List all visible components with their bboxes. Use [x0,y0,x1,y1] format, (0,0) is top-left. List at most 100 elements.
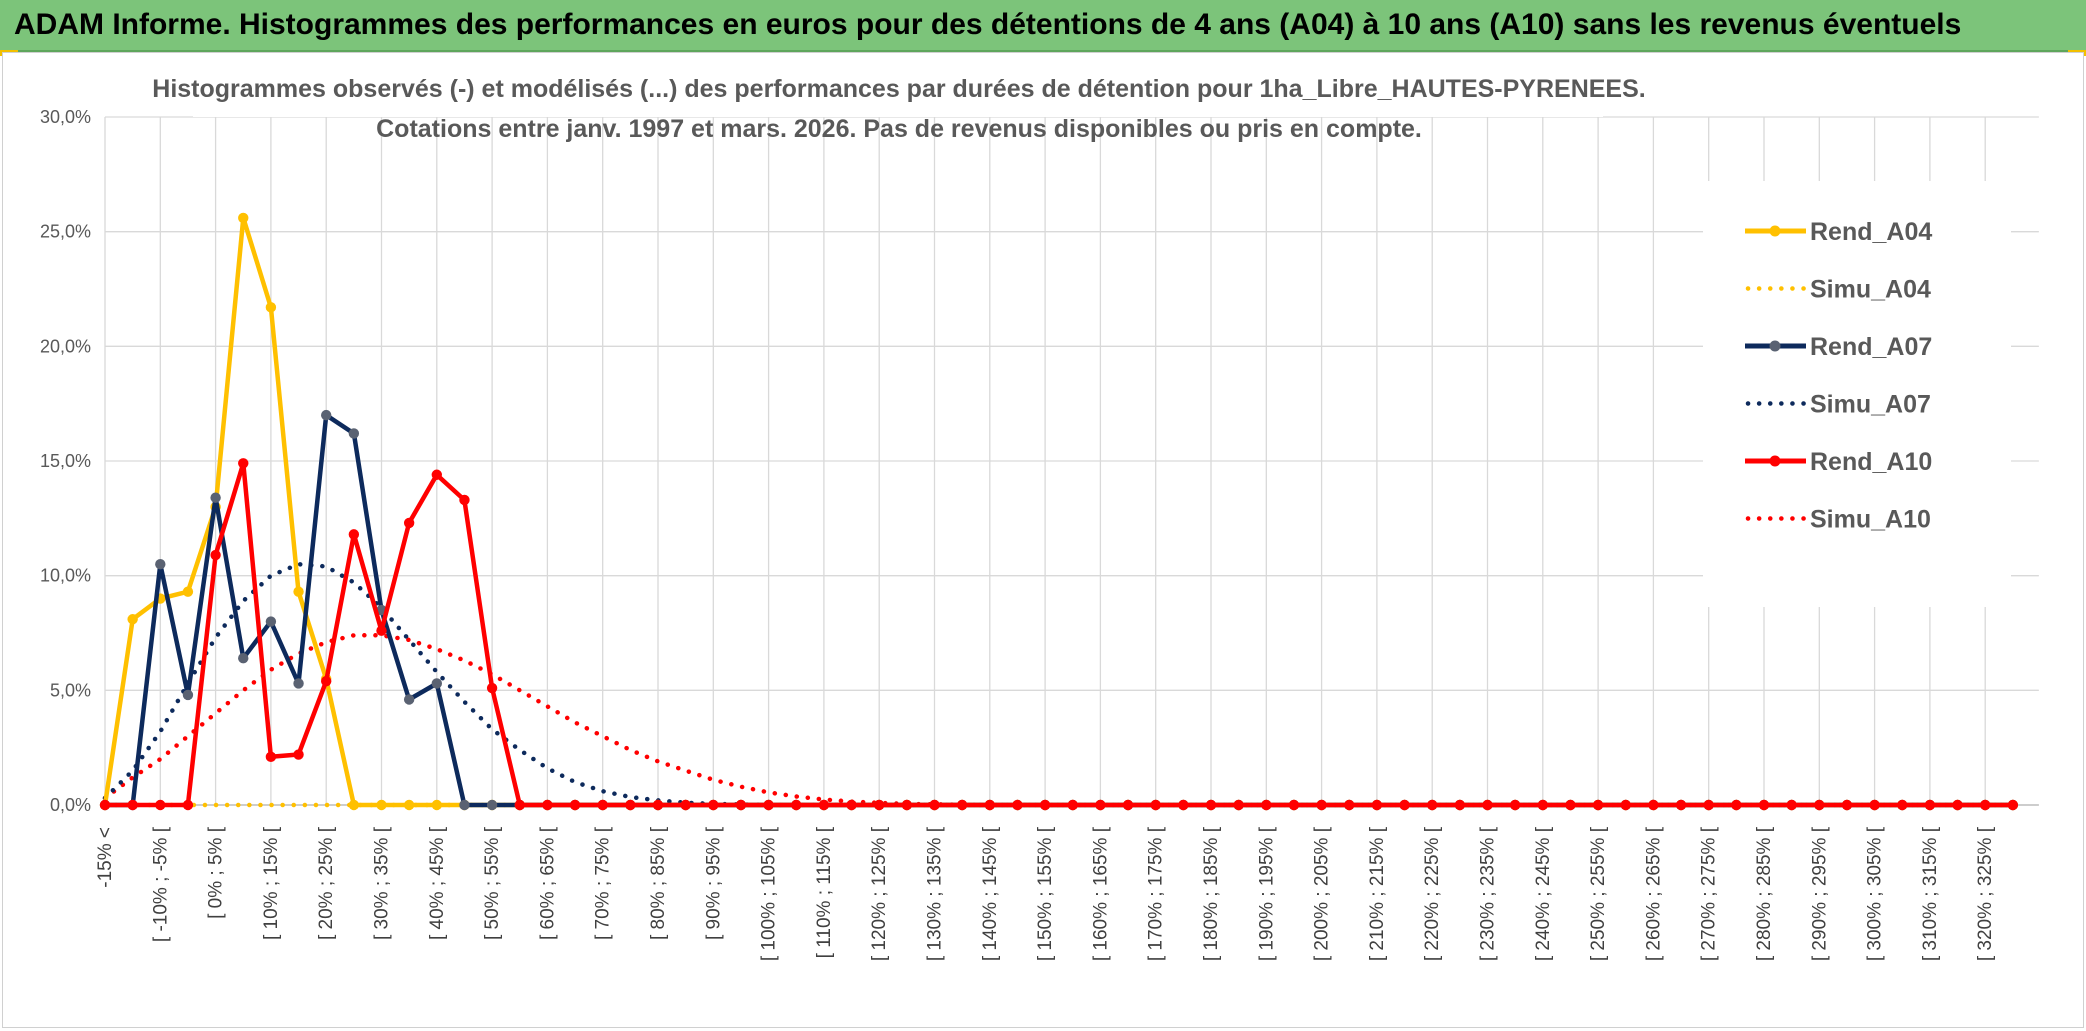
point-Rend_A10 [1039,799,1051,811]
point-Rend_A10 [1150,799,1161,811]
point-Rend_A04 [238,212,249,224]
legend-marker-Rend_A04 [1769,225,1781,237]
point-Rend_A10 [2007,799,2019,811]
point-Rend_A10 [293,749,304,760]
point-Rend_A10 [403,517,415,529]
chart-title-line1: Histogrammes observés (-) et modélisés (… [152,75,1645,103]
histogram-chart: 0,0% 5,0% 10,0% 15,0% 20,0% 25,0% 30,0% -15% <… [40,55,2039,961]
point-Rend_A10 [459,494,470,506]
x-tick-label: [ 50% ; 55% [ [482,826,503,940]
point-Rend_A07 [348,428,360,439]
chart-title-background [193,55,1603,117]
x-tick-label: [ -10% ; -5% [ [150,826,171,942]
x-tick-label: [ 230% ; 235% [ [1478,826,1499,961]
point-Rend_A10 [1509,799,1521,811]
point-Rend_A10 [1592,799,1604,811]
point-Rend_A10 [791,799,802,811]
x-tick-label: -15% < [95,827,116,888]
point-Rend_A10 [238,458,249,469]
point-Rend_A07 [431,678,442,689]
point-Rend_A10 [1924,799,1936,811]
y-tick-label: 10,0% [40,566,91,586]
point-Rend_A10 [127,799,138,811]
point-Rend_A10 [763,799,774,811]
point-Rend_A10 [1454,799,1466,811]
point-Rend_A10 [708,799,719,811]
point-Rend_A10 [652,799,664,811]
point-Rend_A07 [293,678,304,689]
legend-marker-Rend_A10 [1769,455,1781,467]
point-Rend_A10 [569,799,581,811]
point-Rend_A10 [1205,799,1217,811]
point-Rend_A04 [182,586,194,597]
x-tick-label: [ 100% ; 105% [ [759,826,780,961]
x-tick-label: [ 80% ; 85% [ [648,826,669,940]
point-Rend_A10 [818,799,830,811]
point-Rend_A10 [1316,799,1327,811]
legend-label-Simu_A07: Simu_A07 [1810,391,1931,419]
point-Rend_A07 [182,689,194,701]
point-Rend_A07 [238,653,249,664]
point-Rend_A07 [321,409,332,421]
point-Rend_A10 [1648,799,1659,811]
legend-item-rend-a10: Rend_A10 [1745,448,1932,476]
point-Rend_A10 [542,799,553,811]
x-tick-label: [ 150% ; 155% [ [1035,826,1056,961]
x-tick-label: [ 320% ; 325% [ [1975,826,1996,961]
x-tick-label: [ 0% ; 5% [ [206,826,227,919]
legend-item-simu-a10: Simu_A10 [1745,506,1931,534]
point-Rend_A04 [403,799,415,811]
x-tick-label: [ 250% ; 255% [ [1588,826,1609,961]
y-tick-label: 15,0% [40,451,91,471]
chart-title-line2: Cotations entre janv. 1997 et mars. 2026… [376,115,1422,143]
x-tick-label: [ 160% ; 165% [ [1090,826,1111,961]
x-tick-label: [ 10% ; 15% [ [261,826,282,940]
point-Rend_A10 [1012,799,1023,811]
point-Rend_A10 [1178,799,1189,811]
x-tick-label: [ 40% ; 45% [ [427,826,448,940]
y-tick-label: 0,0% [50,795,91,815]
point-Rend_A10 [1565,799,1576,811]
point-Rend_A10 [1344,799,1355,811]
point-Rend_A10 [348,529,360,540]
legend-item-rend-a04: Rend_A04 [1745,218,1932,246]
point-Rend_A07 [486,799,498,811]
point-Rend_A10 [182,799,194,811]
chart-legend: Rend_A04 Simu_A04 Rend_A07 Simu_A07 Rend_A10… [1703,181,2011,607]
report-title: ADAM Informe. Histogrammes des performan… [14,8,1962,41]
legend-label-Simu_A04: Simu_A04 [1810,276,1931,304]
y-tick-label: 25,0% [40,222,91,242]
point-Rend_A10 [1537,799,1549,811]
x-tick-label: [ 60% ; 65% [ [537,826,558,940]
point-Rend_A04 [265,302,277,313]
x-tick-label: [ 220% ; 225% [ [1422,826,1443,961]
point-Rend_A10 [376,625,387,636]
point-Rend_A10 [514,799,525,811]
point-Rend_A10 [1869,799,1880,811]
x-tick-label: [ 180% ; 185% [ [1201,826,1222,961]
point-Rend_A10 [99,799,111,811]
legend-background [1703,181,2011,607]
point-Rend_A10 [735,799,747,811]
point-Rend_A07 [403,694,415,705]
point-Rend_A10 [1814,799,1825,811]
point-Rend_A10 [1233,799,1244,811]
y-axis: 0,0% 5,0% 10,0% 15,0% 20,0% 25,0% 30,0% [40,107,91,815]
x-tick-label: [ 300% ; 305% [ [1865,826,1886,961]
point-Rend_A10 [1067,799,1078,811]
x-tick-label: [ 290% ; 295% [ [1809,826,1830,961]
point-Rend_A10 [486,682,498,694]
x-tick-label: [ 20% ; 25% [ [316,826,337,940]
legend-label-Rend_A10: Rend_A10 [1810,448,1932,476]
legend-label-Rend_A07: Rend_A07 [1810,333,1932,361]
point-Rend_A10 [1288,799,1300,811]
y-tick-label: 30,0% [40,107,91,127]
legend-marker-Rend_A07 [1769,340,1781,352]
legend-label-Simu_A10: Simu_A10 [1810,506,1931,534]
series-rend-a10 [99,458,2019,811]
point-Rend_A07 [210,492,221,503]
point-Rend_A10 [210,549,221,561]
x-axis: -15% < [ -10% ; -5% [ [ 0% ; 5% [ [ 10% ; 1… [95,826,1996,961]
legend-item-rend-a07: Rend_A07 [1745,333,1932,361]
point-Rend_A10 [597,799,608,811]
